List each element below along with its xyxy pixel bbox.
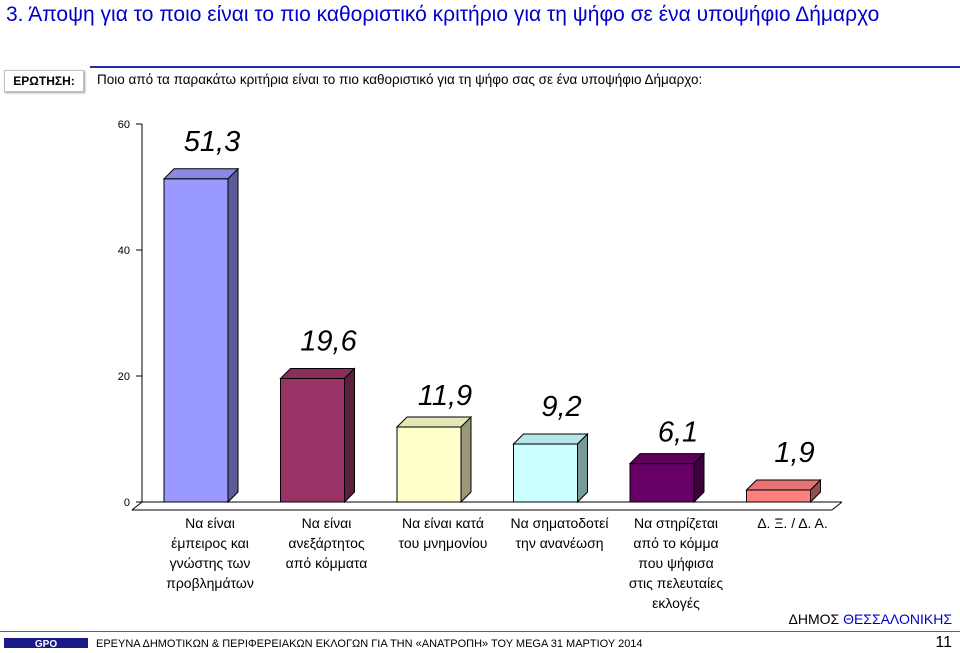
- bar-side: [577, 432, 588, 504]
- bar-side: [344, 367, 355, 504]
- bar-6: [745, 478, 822, 504]
- y-axis-base-corner: [131, 501, 143, 511]
- bar-2: [279, 367, 356, 504]
- category-label-line: Δ. Ξ. / Δ. Α.: [757, 515, 828, 531]
- data-label: 1,9: [774, 437, 814, 469]
- data-label: 6,1: [658, 417, 698, 449]
- bar-1: [162, 167, 240, 504]
- y-tick-label: 40: [118, 245, 130, 257]
- category-label-line: γνώστης των: [170, 555, 251, 571]
- category-label: Να είναι έμπειρος και γνώστης των προβλημάτ…: [166, 515, 254, 591]
- footer-divider: [0, 631, 960, 632]
- category-label-line: του μνημονίου: [399, 535, 488, 551]
- data-label: 9,2: [541, 391, 581, 423]
- category-label: Δ. Ξ. / Δ. Α.: [757, 515, 828, 531]
- question-label: ΕΡΩΤΗΣΗ:: [4, 70, 84, 92]
- category-label-line: από το κόμμα: [633, 535, 718, 551]
- bar-side: [460, 415, 472, 504]
- gpo-logo: GPO: [4, 638, 88, 649]
- brand-prefix: ΔΗΜΟΣ: [788, 611, 844, 627]
- category-label-line: Να είναι κατά: [402, 515, 484, 531]
- bar-top: [395, 416, 473, 428]
- header-divider: [90, 66, 960, 68]
- data-label: 11,9: [418, 380, 472, 412]
- bar-side: [810, 478, 821, 504]
- data-label: 51,3: [184, 126, 240, 158]
- category-label-line: Να στηρίζεται: [634, 515, 718, 531]
- category-label-line: προβλημάτων: [166, 575, 254, 591]
- y-tick-label: 20: [118, 371, 130, 383]
- bar-front: [396, 426, 462, 503]
- category-label-line: ανεξάρτητος: [288, 535, 365, 551]
- bar-top: [162, 168, 240, 180]
- bar-top: [512, 433, 589, 445]
- bar-side: [693, 452, 705, 504]
- bar-5: [628, 452, 706, 504]
- question-text: Ποιο από τα παρακάτω κριτήρια είναι το π…: [97, 72, 703, 87]
- category-label: Να σηματοδοτεί την ανανέωση: [510, 515, 608, 551]
- footer-brand: ΔΗΜΟΣ ΘΕΣΣΑΛΟΝΙΚΗΣ: [789, 611, 953, 627]
- bar-front: [163, 178, 229, 503]
- category-label: Να στηρίζεται από το κόμμα που ψήφισα στις …: [629, 515, 723, 611]
- logo-text: GPO: [35, 639, 57, 649]
- bar-front: [513, 443, 578, 503]
- bar-3: [395, 415, 473, 504]
- category-label: Να είναι κατά του μνημονίου: [399, 515, 488, 551]
- bar-4: [512, 432, 589, 504]
- y-tick-label: 60: [118, 119, 130, 131]
- bar-top: [279, 368, 356, 380]
- brand-city: ΘΕΣΣΑΛΟΝΙΚΗΣ: [843, 611, 952, 627]
- x-axis-corner: [831, 501, 843, 511]
- category-label: Να είναι ανεξάρτητος από κόμματα: [286, 515, 368, 571]
- category-label-line: από κόμματα: [286, 555, 368, 571]
- category-label-line: στις πελευταίες: [629, 575, 723, 591]
- bar-front: [629, 463, 695, 503]
- bar-side: [227, 167, 239, 504]
- data-label: 19,6: [300, 326, 357, 358]
- category-label-line: έμπειρος και: [171, 535, 249, 551]
- category-label-line: την ανανέωση: [516, 535, 604, 551]
- category-label-line: Να σηματοδοτεί: [510, 515, 608, 531]
- category-label-line: που ψήφισα: [638, 555, 713, 571]
- page-number: 11: [935, 634, 952, 651]
- bar-front: [280, 378, 345, 503]
- bar-top: [628, 453, 706, 465]
- page-title: 3. Άποψη για το ποιο είναι το πιο καθορι…: [6, 3, 880, 26]
- category-label-line: εκλογές: [652, 595, 700, 611]
- y-tick-label: 0: [124, 497, 130, 509]
- survey-footer-text: ΕΡΕΥΝΑ ΔΗΜΟΤΙΚΩΝ & ΠΕΡΙΦΕΡΕΙΑΚΩΝ ΕΚΛΟΓΩΝ…: [96, 638, 643, 650]
- bar-top: [745, 479, 822, 491]
- bar-chart: 0 20 40 60 51,3 Να είναι έμπειρος και γνώστης …: [118, 119, 843, 611]
- category-label-line: Να είναι: [185, 515, 235, 531]
- category-label-line: Να είναι: [302, 515, 352, 531]
- bar-front: [746, 489, 811, 503]
